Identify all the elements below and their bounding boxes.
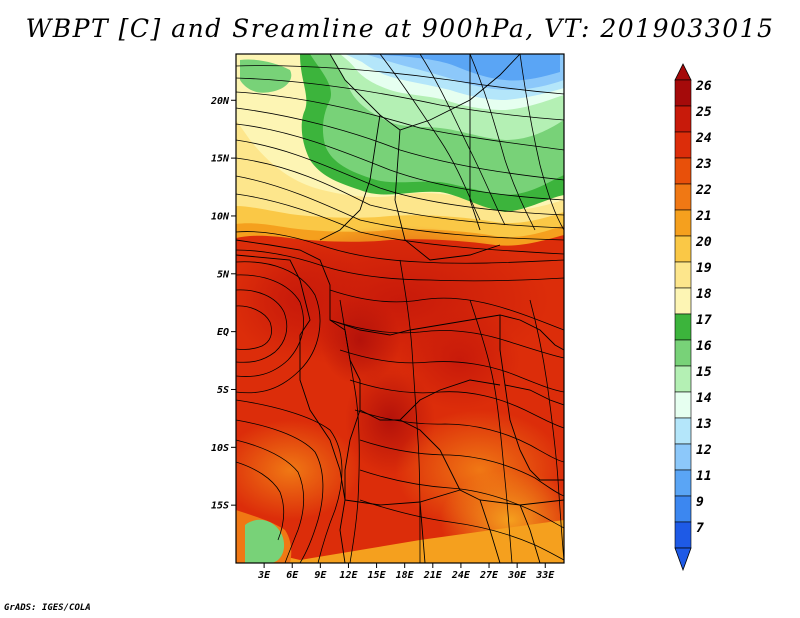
colorbar-swatch xyxy=(674,235,692,263)
lat-tick-label: EQ xyxy=(217,327,229,338)
colorbar-swatch xyxy=(674,79,692,107)
lon-tick-label: 12E xyxy=(339,570,358,581)
colorbar-label: 24 xyxy=(695,131,712,146)
colorbar-label: 20 xyxy=(695,235,712,250)
lon-tick-label: 30E xyxy=(507,570,527,581)
lon-tick-label: 21E xyxy=(423,570,443,581)
map-frame xyxy=(235,53,565,564)
colorbar: 26 25 24 23 22 21 20 19 18 17 16 15 14 13 12 11 9 7 xyxy=(674,63,712,572)
colorbar-swatch xyxy=(674,339,692,367)
lon-tick-label: 33E xyxy=(535,570,555,581)
colorbar-swatch xyxy=(674,313,692,341)
colorbar-label: 16 xyxy=(696,339,712,354)
lon-tick-label: 24E xyxy=(451,570,471,581)
colorbar-swatch xyxy=(674,131,692,159)
colorbar-label: 11 xyxy=(696,469,712,484)
chart-title: WBPT [C] and Sreamline at 900hPa, VT: 20… xyxy=(25,14,775,43)
colorbar-swatch xyxy=(674,521,692,549)
colorbar-swatch xyxy=(674,391,692,419)
lat-tick-label: 10S xyxy=(211,443,229,454)
colorbar-swatch xyxy=(674,417,692,445)
streamlines xyxy=(236,54,564,563)
lon-tick-label: 9E xyxy=(314,570,327,581)
lon-tick-label: 3E xyxy=(257,570,271,581)
lon-tick-label: 27E xyxy=(479,570,499,581)
colorbar-swatch xyxy=(674,495,692,523)
footer-credit: GrADS: IGES/COLA xyxy=(4,603,91,613)
colorbar-top-extension xyxy=(674,63,692,81)
lat-tick-label: 5S xyxy=(217,385,229,396)
country-borders xyxy=(236,54,564,563)
colorbar-label: 23 xyxy=(695,157,712,172)
colorbar-label: 22 xyxy=(695,183,712,198)
longitude-axis: 3E 6E 9E 12E 15E 18E 21E 24E 27E 30E 33E xyxy=(257,563,555,581)
colorbar-swatch xyxy=(674,443,692,471)
lat-tick-label: 20N xyxy=(210,96,230,107)
colorbar-label: 21 xyxy=(695,209,712,224)
colorbar-swatch xyxy=(674,365,692,393)
lon-tick-label: 18E xyxy=(396,570,415,581)
latitude-axis: 20N 15N 10N 5N EQ 5S 10S 15S xyxy=(210,96,236,512)
colorbar-label: 9 xyxy=(696,495,704,510)
colorbar-label: 7 xyxy=(696,521,704,536)
colorbar-label: 17 xyxy=(696,313,712,328)
colorbar-swatch xyxy=(674,287,692,315)
colorbar-label: 14 xyxy=(696,391,712,406)
colorbar-label: 18 xyxy=(696,287,712,302)
lat-tick-label: 15S xyxy=(211,501,229,512)
colorbar-swatch xyxy=(674,157,692,185)
colorbar-bottom-extension xyxy=(674,547,692,572)
lon-tick-label: 15E xyxy=(368,570,387,581)
lon-tick-label: 6E xyxy=(286,570,299,581)
colorbar-label: 26 xyxy=(695,79,712,94)
colorbar-swatch xyxy=(674,209,692,237)
lat-tick-label: 5N xyxy=(217,269,230,280)
lat-tick-label: 10N xyxy=(211,211,230,222)
colorbar-label: 15 xyxy=(696,365,712,380)
colorbar-label: 25 xyxy=(695,105,712,120)
colorbar-swatch xyxy=(674,469,692,497)
lat-tick-label: 15N xyxy=(211,154,230,165)
colorbar-swatch xyxy=(674,105,692,133)
colorbar-swatch xyxy=(674,261,692,289)
colorbar-label: 12 xyxy=(696,443,712,458)
colorbar-label: 19 xyxy=(696,261,712,276)
colorbar-label: 13 xyxy=(696,417,712,432)
colorbar-swatch xyxy=(674,183,692,211)
